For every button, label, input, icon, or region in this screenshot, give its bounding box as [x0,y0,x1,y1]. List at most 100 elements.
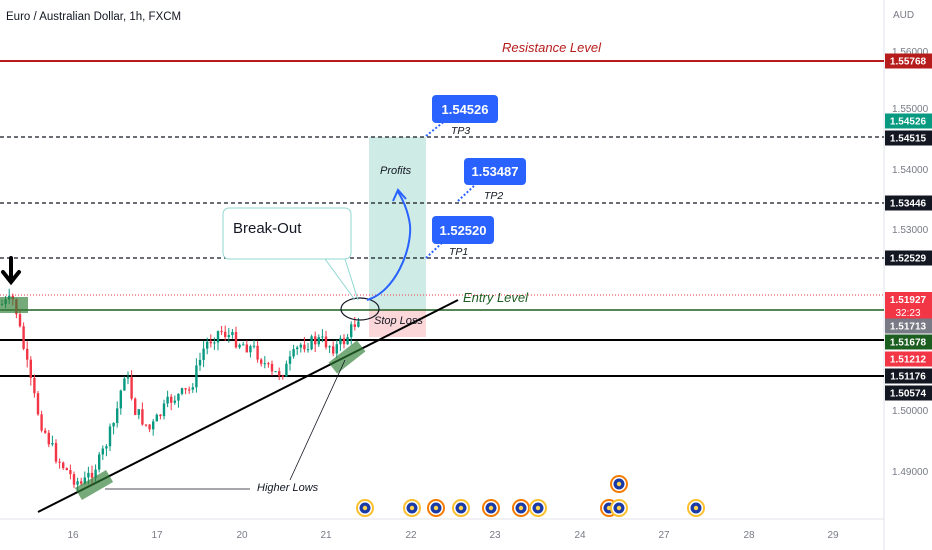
x-tick-label: 28 [743,530,755,541]
candle-body [206,341,209,349]
candle-body [22,326,25,349]
tp1-label: TP1 [449,246,468,258]
event-flag-icon[interactable] [610,475,628,493]
event-flag-icon[interactable] [452,499,470,517]
candle-body [270,363,274,372]
event-flag-icon[interactable] [482,499,500,517]
candle-body [209,341,212,344]
candle-body [238,344,241,348]
candle-body [40,414,43,431]
candle-body [328,346,331,348]
candle-body [281,375,284,377]
candle-body [184,388,187,390]
profits-label: Profits [380,165,412,177]
svg-text:1.52529: 1.52529 [890,254,927,265]
candle-body [26,348,29,360]
event-flag-icon[interactable] [687,499,705,517]
svg-text:1.51678: 1.51678 [890,338,927,349]
candle-body [36,393,40,415]
candle-body [332,346,335,354]
candle-body [274,371,277,373]
price-tag: 1.51212 [885,351,932,367]
candle-body [119,390,122,409]
candle-body [299,344,302,348]
candle-body [62,462,65,469]
candle-body [173,400,176,403]
svg-text:1.51713: 1.51713 [890,322,927,333]
event-flag-icon[interactable] [427,499,445,517]
candle-body [87,472,90,478]
y-tick-label: 1.49000 [892,467,929,478]
candlesticks [0,288,360,492]
tp2-label: TP2 [484,190,503,202]
candle-body [191,387,194,390]
candle-body [130,377,133,399]
candle-body [213,342,216,344]
price-tag: 1.51176 [885,368,932,384]
candle-body [324,336,328,348]
svg-text:1.51176: 1.51176 [890,372,926,383]
price-tag: 1.54515 [885,130,932,146]
candle-body [249,346,252,353]
event-flag-icon[interactable] [356,499,374,517]
tp3-value: 1.54526 [442,102,489,117]
candle-body [260,359,263,364]
candle-body [234,331,238,348]
higher-low-box-1 [74,469,114,501]
candle-body [350,324,353,338]
x-tick-label: 21 [320,530,332,541]
breakout-pointer-1 [324,258,356,301]
candle-body [83,477,86,484]
breakout-callout-box [222,207,352,260]
candle-body [335,344,338,354]
candle-body [90,472,94,478]
higher-low-box-2 [328,340,366,374]
breakout-pointer-2 [344,258,359,301]
price-tag: 1.54526 [885,113,932,129]
candle-body [306,349,310,351]
candle-body [134,398,137,415]
candle-body [357,321,360,327]
candle-body [267,363,270,365]
candle-body [29,359,32,378]
candle-body [112,422,115,427]
candle-body [94,469,97,478]
projection-arrowhead [392,188,407,202]
candle-body [216,331,220,343]
price-tag: 1.51927 32:23 [885,292,932,320]
candle-body [288,356,292,364]
resistance-label: Resistance Level [502,40,602,55]
event-flag-icon[interactable] [403,499,421,517]
candle-body [285,363,288,377]
candle-body [342,338,346,345]
candle-body [159,414,162,417]
event-flag-icon[interactable] [610,499,628,517]
candle-body [231,331,234,336]
candle-body [202,348,205,360]
event-flag-icon[interactable] [529,499,547,517]
candle-body [314,336,317,345]
candle-body [44,430,47,433]
candle-body [148,424,151,430]
candle-body [227,335,230,337]
candle-body [263,363,266,365]
event-flag-icon[interactable] [512,499,530,517]
down-arrow-icon [1,256,21,286]
x-tick-label: 27 [658,530,670,541]
candle-body [245,344,248,353]
candle-body [252,345,256,347]
projection-path [366,191,412,301]
economic-event-icons[interactable] [356,475,705,517]
x-tick-label: 20 [236,530,248,541]
x-tick-label: 23 [489,530,501,541]
candle-body [180,388,184,394]
candle-body [108,426,112,447]
candle-body [54,443,58,462]
x-tick-label: 29 [827,530,839,541]
svg-text:1.50574: 1.50574 [890,389,927,400]
candle-body [310,336,313,350]
tp2-value: 1.53487 [472,164,519,179]
svg-text:1.53446: 1.53446 [890,199,927,210]
y-tick-label: 1.55000 [892,104,929,115]
